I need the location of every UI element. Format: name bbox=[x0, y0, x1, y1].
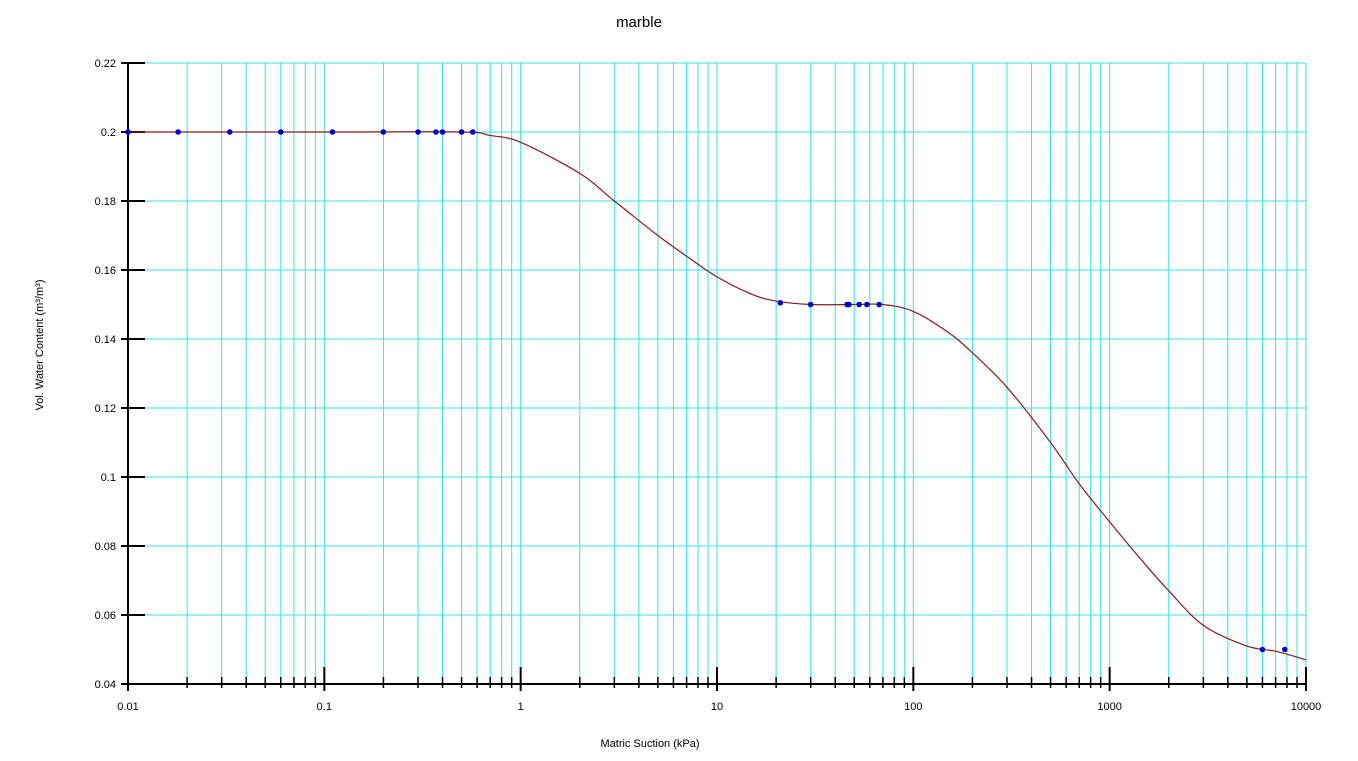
data-point bbox=[1259, 646, 1266, 653]
data-point bbox=[777, 299, 784, 306]
x-axis-label: Matric Suction (kPa) bbox=[600, 738, 700, 750]
series-layer bbox=[125, 129, 1307, 661]
data-point bbox=[439, 129, 446, 135]
axis-layer: 0.04 0.06 0.08 0.1 0.12 0.14 0.16 0.18 0.2 0.22 0.… bbox=[95, 58, 1322, 713]
data-point bbox=[469, 129, 476, 135]
fitted-curve-line bbox=[128, 131, 1307, 661]
data-point bbox=[864, 301, 870, 308]
data-point bbox=[433, 129, 439, 135]
y-tick-label: 0.2 bbox=[101, 127, 116, 139]
data-point bbox=[1282, 646, 1288, 653]
y-tick-label: 0.18 bbox=[95, 196, 116, 208]
y-tick-label: 0.22 bbox=[95, 58, 116, 70]
data-point bbox=[277, 129, 284, 135]
y-tick-label: 0.14 bbox=[95, 334, 116, 346]
data-point bbox=[227, 129, 233, 135]
x-tick-label: 10000 bbox=[1291, 701, 1322, 713]
data-point bbox=[329, 129, 336, 135]
y-tick-label: 0.16 bbox=[95, 265, 116, 277]
y-tick-label: 0.1 bbox=[101, 472, 116, 484]
data-point bbox=[846, 301, 852, 308]
x-tick-label: 0.01 bbox=[117, 701, 138, 713]
data-point bbox=[125, 129, 131, 135]
x-tick-label: 0.1 bbox=[317, 701, 332, 713]
x-tick-label: 1 bbox=[518, 701, 524, 713]
data-point bbox=[175, 129, 181, 135]
y-tick-label: 0.04 bbox=[95, 679, 116, 691]
chart-title: marble bbox=[616, 14, 662, 31]
data-point bbox=[876, 301, 882, 308]
x-tick-label: 100 bbox=[904, 701, 922, 713]
y-tick-label: 0.08 bbox=[95, 541, 116, 553]
data-point bbox=[856, 301, 862, 308]
data-point bbox=[458, 129, 465, 135]
grid-layer bbox=[128, 62, 1307, 684]
data-point bbox=[415, 129, 421, 135]
y-tick-label: 0.12 bbox=[95, 403, 116, 415]
data-point bbox=[380, 129, 387, 135]
x-tick-label: 1000 bbox=[1097, 701, 1121, 713]
y-tick-label: 0.06 bbox=[95, 610, 116, 622]
data-point bbox=[807, 301, 814, 308]
x-tick-label: 10 bbox=[711, 701, 723, 713]
